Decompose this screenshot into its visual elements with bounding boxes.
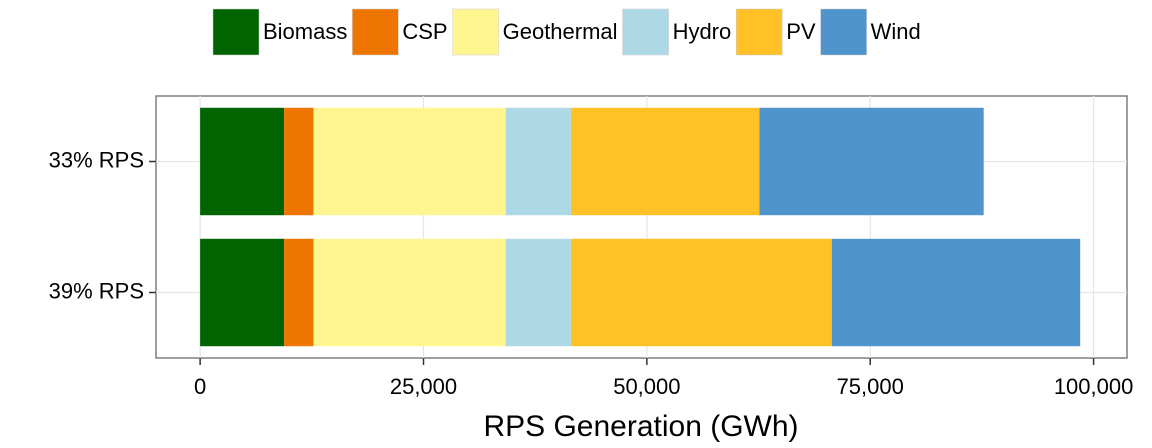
bars: [200, 107, 1081, 347]
legend-label: Hydro: [673, 19, 732, 44]
bar-segment: [505, 107, 571, 216]
bar-segment: [284, 238, 314, 347]
legend-label: CSP: [402, 19, 447, 44]
x-tick-label: 75,000: [837, 374, 904, 399]
bar-segment: [570, 238, 832, 347]
bar-segment: [570, 107, 760, 216]
bar-segment: [505, 238, 571, 347]
legend-label: Geothermal: [503, 19, 618, 44]
x-tick-label: 25,000: [390, 374, 457, 399]
x-tick-label: 100,000: [1054, 374, 1134, 399]
bar-segment: [759, 107, 984, 216]
legend-swatch: [736, 8, 783, 56]
y-tick-label: 33% RPS: [49, 147, 144, 172]
bar-segment: [831, 238, 1081, 347]
y-tick-label: 39% RPS: [49, 278, 144, 303]
x-axis-title: RPS Generation (GWh): [483, 410, 798, 443]
x-tick-label: 0: [194, 374, 206, 399]
legend-swatch: [452, 8, 499, 56]
legend-swatch: [352, 8, 399, 56]
bar-segment: [284, 107, 314, 216]
legend-label: Biomass: [263, 19, 347, 44]
legend-label: PV: [786, 19, 816, 44]
x-tick-label: 50,000: [613, 374, 680, 399]
bar-segment: [200, 107, 285, 216]
bar-segment: [200, 238, 285, 347]
legend-label: Wind: [871, 19, 921, 44]
bar-segment: [313, 107, 506, 216]
bar-segment: [313, 238, 506, 347]
legend-swatch: [212, 8, 260, 56]
legend-swatch: [622, 8, 669, 56]
legend-swatch: [820, 8, 867, 56]
